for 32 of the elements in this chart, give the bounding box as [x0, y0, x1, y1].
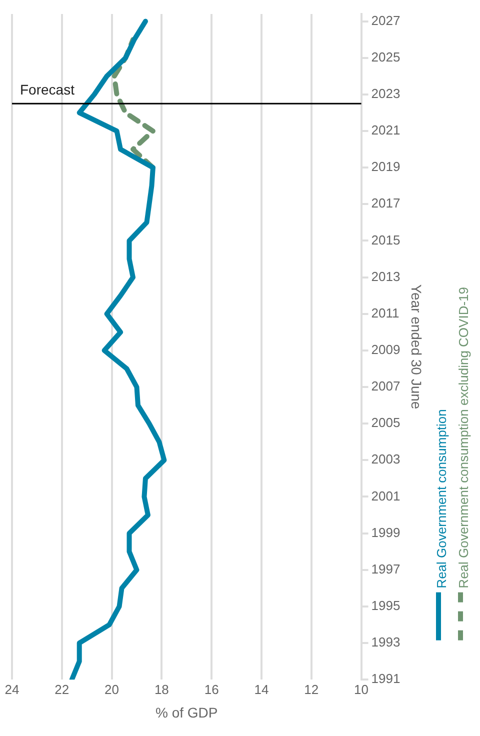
y-tick-label: 2011 [371, 305, 400, 320]
text: Real Government consumption excluding COVID-19 [456, 286, 471, 588]
y-tick-label: 2017 [371, 196, 400, 211]
y-tick-label: 2003 [371, 452, 400, 467]
y-tick-label: 1993 [371, 634, 400, 650]
x-tick-label: 12 [304, 682, 319, 697]
x-tick-label: 22 [54, 682, 70, 697]
y-tick-label: 2019 [371, 159, 400, 174]
y-tick-label: 2009 [371, 342, 400, 358]
x-tick-label: 18 [154, 682, 169, 697]
x-tick-label: 20 [104, 682, 120, 697]
y-tick-label: 1991 [371, 671, 400, 686]
y-tick-label: 2007 [371, 378, 400, 394]
y-tick-label: 2001 [371, 488, 400, 504]
y-tick-label: 2023 [371, 86, 400, 102]
y-tick-label: 1995 [371, 598, 400, 614]
x-tick-label: 24 [4, 682, 20, 697]
y-tick-label: 2027 [371, 12, 400, 28]
text: Real Government consumption [434, 408, 449, 588]
x-tick-label: 10 [354, 682, 369, 697]
y-tick-label: 2013 [371, 268, 400, 284]
x-axis-title: % of GDP [156, 704, 218, 720]
y-tick-label: 1997 [371, 561, 400, 576]
y-tick-label: 2021 [371, 122, 400, 138]
x-tick-label: 16 [204, 682, 219, 697]
y-tick-label: 2025 [371, 49, 400, 64]
y-tick-label: 2015 [371, 232, 400, 248]
x-tick-label: 14 [254, 682, 269, 697]
y-tick-label: 1999 [371, 524, 400, 540]
y-tick-label: 2005 [371, 415, 400, 430]
ref-line-label: Forecast [20, 81, 75, 98]
y-axis-title: Year ended 30 June [408, 284, 425, 410]
